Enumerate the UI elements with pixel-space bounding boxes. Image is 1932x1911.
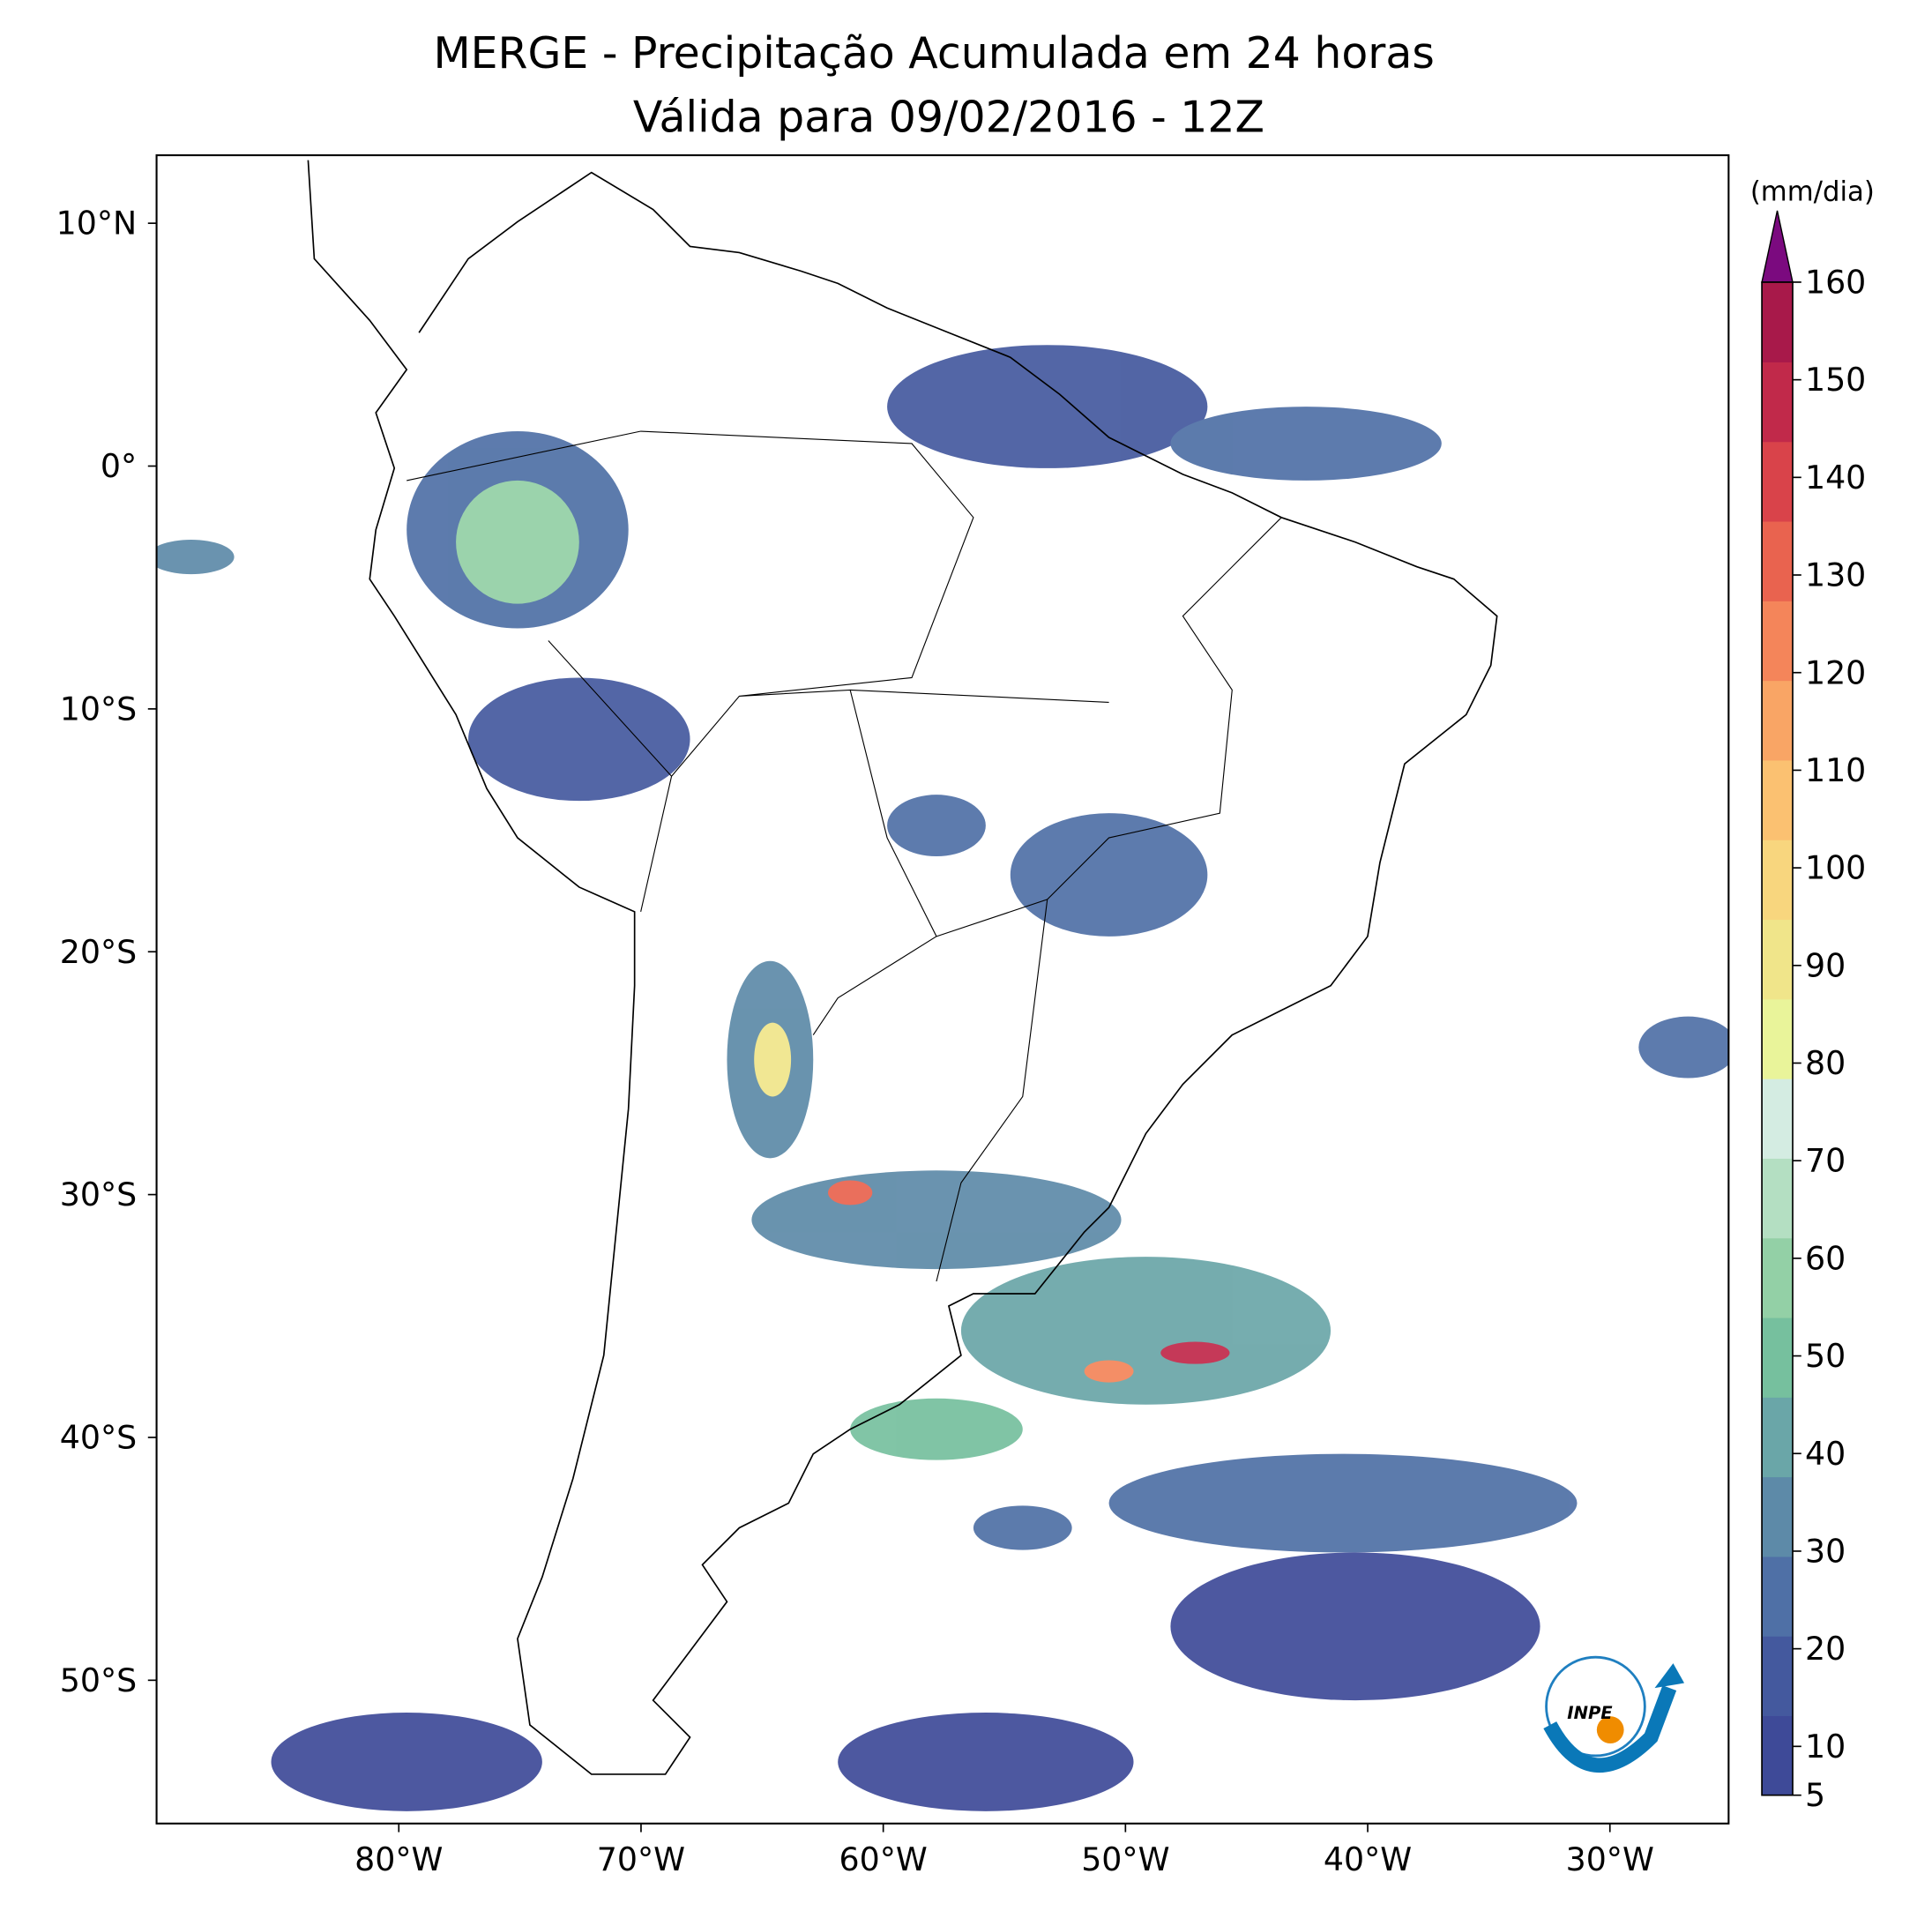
- colorbar-segment: [1762, 281, 1793, 362]
- colorbar-segment: [1762, 840, 1793, 921]
- colorbar-segment: [1762, 1397, 1793, 1478]
- map-frame: [155, 153, 1730, 1825]
- x-tick-label: 30°W: [1566, 1840, 1654, 1878]
- colorbar-segment: [1762, 1317, 1793, 1398]
- colorbar-tick-label: 20: [1805, 1630, 1846, 1668]
- x-tick-label: 70°W: [597, 1840, 685, 1878]
- colorbar-label: (mm/dia): [1750, 176, 1875, 208]
- colorbar-tick-label: 5: [1805, 1776, 1825, 1814]
- colorbar-tick-label: 110: [1805, 751, 1866, 789]
- colorbar-segment: [1762, 362, 1793, 443]
- colorbar-segment: [1762, 601, 1793, 682]
- colorbar-tick-label: 40: [1805, 1435, 1846, 1473]
- inpe-logo: INPE: [1543, 1655, 1685, 1773]
- x-tick-label: 60°W: [839, 1840, 928, 1878]
- x-tick-label: 40°W: [1324, 1840, 1412, 1878]
- colorbar-tick-label: 90: [1805, 946, 1846, 984]
- x-tick-label: 50°W: [1081, 1840, 1169, 1878]
- colorbar-segment: [1762, 1237, 1793, 1318]
- y-tick-label: 40°S: [60, 1419, 137, 1457]
- colorbar-segment: [1762, 680, 1793, 761]
- colorbar-segment: [1762, 919, 1793, 1000]
- colorbar-tick-label: 10: [1805, 1728, 1846, 1765]
- colorbar-segment: [1762, 1158, 1793, 1239]
- y-tick-label: 10°N: [56, 205, 138, 243]
- x-tick-label: 80°W: [354, 1840, 443, 1878]
- y-tick-label: 30°S: [60, 1176, 137, 1213]
- colorbar-segment: [1762, 1556, 1793, 1637]
- colorbar-tick-label: 100: [1805, 849, 1866, 887]
- coastline: [307, 160, 1498, 1775]
- logo-text: INPE: [1567, 1703, 1613, 1723]
- colorbar-tick-label: 80: [1805, 1044, 1846, 1082]
- y-tick-label: 50°S: [60, 1661, 137, 1699]
- colorbar-segment: [1762, 1078, 1793, 1159]
- colorbar-tick-label: 70: [1805, 1142, 1846, 1180]
- borders: [407, 430, 1282, 1282]
- colorbar-tick-label: 30: [1805, 1533, 1846, 1571]
- precipitation: [156, 345, 1729, 1811]
- colorbar-segment: [1762, 520, 1793, 601]
- y-tick-label: 10°S: [60, 690, 137, 728]
- colorbar-extend: [1761, 210, 1794, 283]
- colorbar-segment: [1762, 441, 1793, 522]
- colorbar-segment: [1762, 1715, 1793, 1796]
- colorbar-segment: [1762, 759, 1793, 840]
- colorbar-segment: [1762, 1476, 1793, 1557]
- title: MERGE - Precipitação Acumulada em 24 hor…: [433, 28, 1434, 78]
- colorbar-tick-label: 130: [1805, 556, 1866, 594]
- subtitle: Válida para 09/02/2016 - 12Z: [633, 92, 1264, 142]
- colorbar-segment: [1762, 998, 1793, 1079]
- colorbar-frame: [1761, 281, 1794, 1796]
- colorbar-segment: [1762, 1636, 1793, 1717]
- y-tick-label: 20°S: [60, 933, 137, 971]
- colorbar-tick-label: 150: [1805, 361, 1866, 399]
- colorbar-tick-label: 50: [1805, 1337, 1846, 1375]
- y-tick-label: 0°: [101, 447, 137, 485]
- colorbar-tick-label: 60: [1805, 1239, 1846, 1277]
- colorbar-tick-label: 160: [1805, 264, 1866, 302]
- map-area: [156, 160, 1729, 1811]
- colorbar-tick-label: 140: [1805, 459, 1866, 496]
- colorbar-tick-label: 120: [1805, 653, 1866, 691]
